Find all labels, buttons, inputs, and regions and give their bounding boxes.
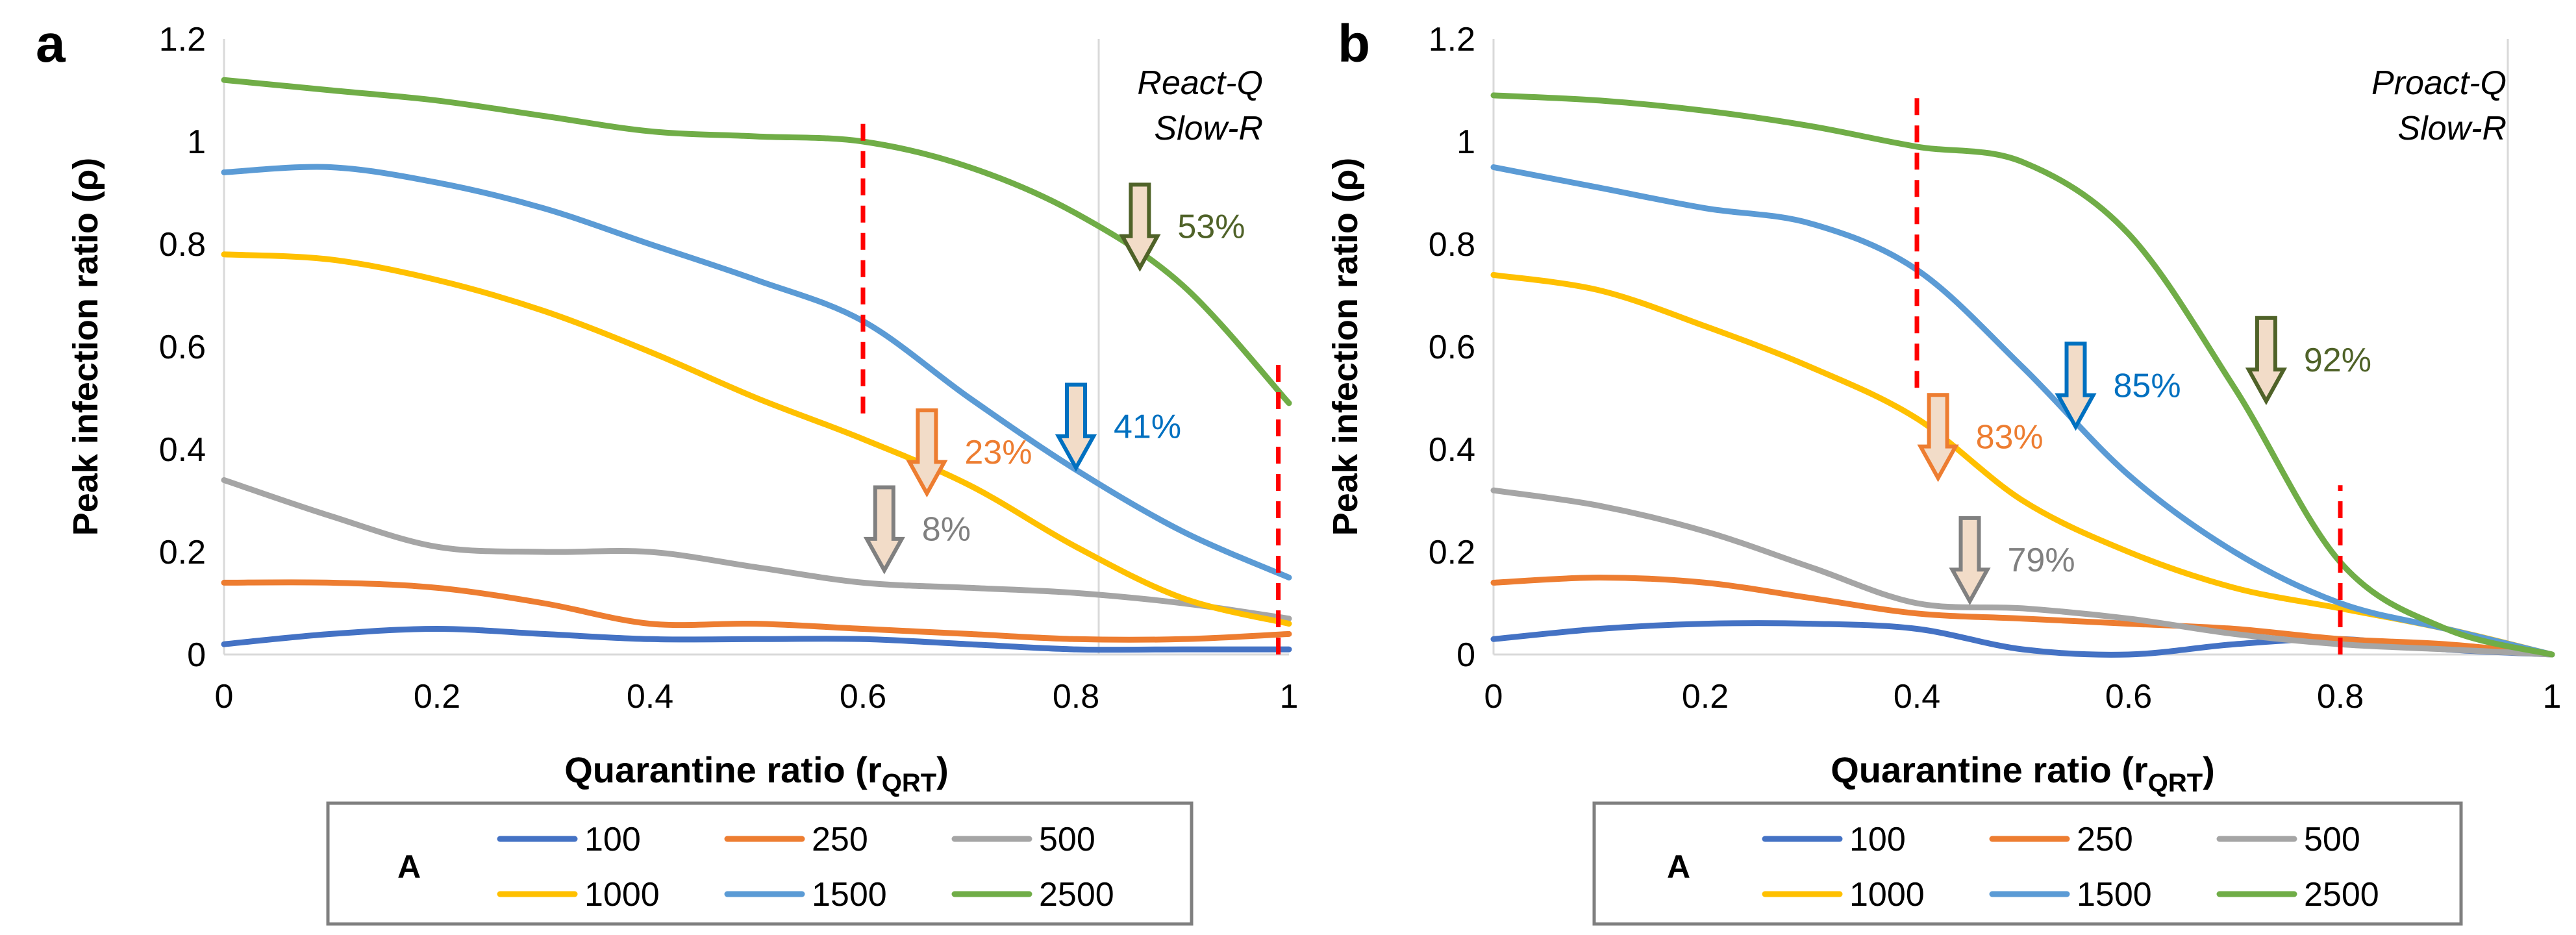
annotation-label-3: 83% [1976,418,2044,456]
y-tick-label: 0.2 [159,534,206,571]
annotation-label-1: 92% [2304,342,2371,379]
x-tick-label: 0.2 [1682,678,1729,716]
legend-label-1000: 1000 [584,876,660,914]
y-tick-label: 0.8 [1429,226,1475,264]
y-tick-label: 0.6 [159,329,206,366]
plot-area-a: 0 0.2 0.4 0.6 0.8 1 1.2 0 0.2 0.4 0.6 0.8 1 53% 41% 23%… [159,21,1299,716]
legend-label-250: 250 [2077,821,2133,858]
legend-label-500: 500 [1039,821,1095,858]
panel-label-a: a [36,14,66,73]
legend-label-1500: 1500 [2077,876,2152,914]
y-tick-label: 0.4 [159,431,206,469]
annotation-label-1: 53% [1177,208,1245,245]
legend-label-250: 250 [812,821,868,858]
series-line-500 [221,477,1292,622]
y-axis-label-a: Peak infection ratio (ρ) [66,158,105,536]
y-tick-label: 0 [187,636,206,674]
x-tick-label: 0 [215,678,234,716]
x-tick-label: 0.8 [1053,678,1099,716]
x-tick-label: 0.6 [2105,678,2152,716]
annotation-arrow-2 [1055,382,1097,472]
series-line-500 [1490,487,2555,658]
annotation-arrow-4 [863,485,905,575]
annotation-label-3: 23% [964,434,1032,471]
series-line-1000 [221,251,1292,627]
x-tick-label: 0.8 [2317,678,2364,716]
panel-annotation-line-1: React-Q [1137,64,1263,102]
legend-label-500: 500 [2304,821,2360,858]
y-tick-label: 1 [1457,123,1475,161]
legend-label-1500: 1500 [812,876,887,914]
chart-panel-a: a 0 0.2 0.4 0.6 0.8 1 1.2 0 0.2 0.4 0.6 0.8 1 53% 41% 2… [36,14,1299,926]
y-tick-label: 1 [187,123,206,161]
annotation-label-2: 85% [2114,367,2181,405]
annotation-arrow-4 [1949,516,1991,606]
panel-label-b: b [1338,14,1370,73]
x-tick-label: 0.4 [1894,678,1940,716]
series-line-250 [1490,575,2555,658]
y-axis-title-a: Peak infection ratio (ρ) [66,158,105,536]
legend-label-100: 100 [1849,821,1906,858]
plot-area-b: 0 0.2 0.4 0.6 0.8 1 1.2 0 0.2 0.4 0.6 0.8 1 92% 85% 83%… [1429,21,2562,716]
y-axis-label-b: Peak infection ratio (ρ) [1326,158,1365,536]
x-axis-label-a: Quarantine ratio (rQRT) [564,749,949,797]
series-line-2500 [1490,92,2555,658]
x-tick-label: 0.4 [627,678,673,716]
annotation-arrow-3 [1917,393,1959,482]
series-line-1000 [1490,271,2555,658]
panel-annotation-line-1: Proact-Q [2371,64,2507,102]
legend-box-b [1592,801,2463,926]
panel-annotation-line-2: Slow-R [1154,110,1263,147]
legend-label-2500: 2500 [1039,876,1114,914]
x-tick-label: 0.6 [840,678,886,716]
x-axis-label-b: Quarantine ratio (rQRT) [1831,749,2215,797]
x-tick-label: 0 [1484,678,1503,716]
annotation-arrow-2 [2055,342,2097,431]
y-axis-title-b: Peak infection ratio (ρ) [1326,158,1365,536]
y-tick-label: 1.2 [1429,21,1475,58]
legend-title-a: A [397,849,421,885]
legend-title-b: A [1667,849,1690,885]
legend-label-2500: 2500 [2304,876,2379,914]
panel-annotation-line-2: Slow-R [2397,110,2507,147]
annotation-label-4: 79% [2008,542,2075,579]
legend-a: A 100 250 500 1000 1500 2500 [326,801,1194,926]
x-tick-label: 1 [1280,678,1299,716]
y-tick-label: 0 [1457,636,1475,674]
legend-box-a [326,801,1194,926]
legend-label-100: 100 [584,821,641,858]
y-tick-label: 0.6 [1429,329,1475,366]
y-tick-label: 0.4 [1429,431,1475,469]
y-tick-label: 0.8 [159,226,206,264]
y-tick-label: 0.2 [1429,534,1475,571]
legend-label-1000: 1000 [1849,876,1925,914]
annotation-arrow-1 [1119,182,1161,272]
series-line-250 [221,579,1292,643]
chart-panel-b: b 0 0.2 0.4 0.6 0.8 1 1.2 0 0.2 0.4 0.6 0.8 1 92% 85% 8… [1326,14,2562,926]
annotation-label-4: 8% [922,511,971,549]
legend-b: A 100 250 500 1000 1500 2500 [1592,801,2463,926]
annotation-arrow-1 [2245,316,2287,405]
x-tick-label: 0.2 [414,678,460,716]
x-tick-label: 1 [2543,678,2562,716]
annotation-label-2: 41% [1114,408,1181,446]
y-tick-label: 1.2 [159,21,206,58]
series-line-1500 [1490,164,2555,658]
series-line-100 [221,626,1292,653]
series-line-1500 [221,164,1292,580]
annotation-arrow-3 [906,408,948,498]
